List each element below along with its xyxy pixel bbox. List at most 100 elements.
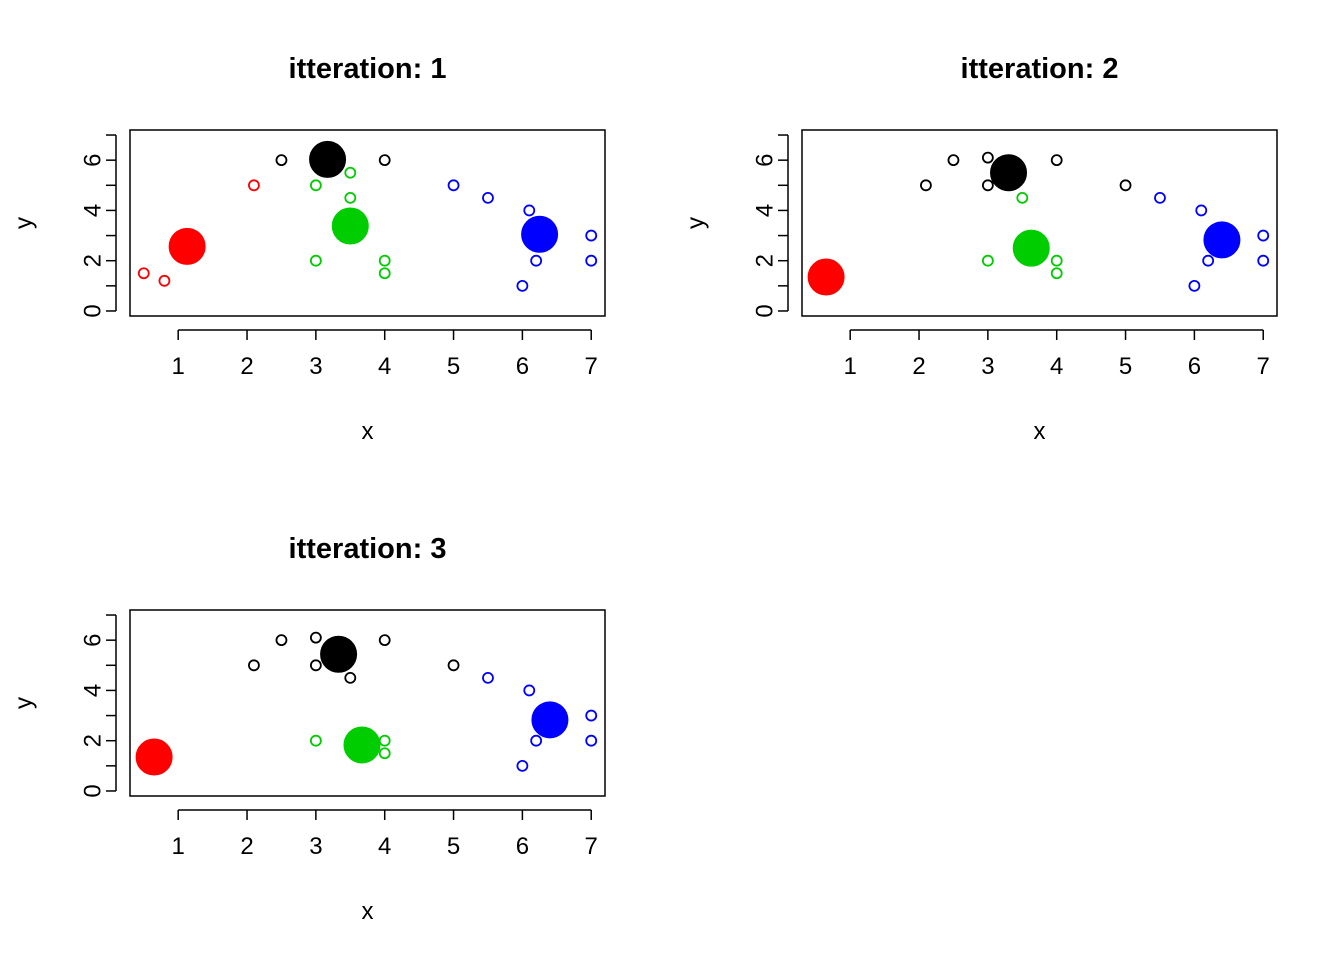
centroid-point (331, 207, 369, 245)
data-point (1257, 229, 1270, 242)
x-tick-label: 1 (844, 353, 857, 380)
data-point (1050, 254, 1063, 267)
data-point (344, 191, 357, 204)
y-axis: 0 2 4 6 (79, 614, 117, 798)
scatter-panel-2: itteration: 2 1 2 3 4 5 6 7 x 0 2 4 6 y (682, 53, 1278, 445)
data-point (981, 254, 994, 267)
chart-title: itteration: 2 (961, 53, 1119, 85)
centroid-point (135, 738, 173, 776)
series-blue-centroid (1203, 221, 1241, 259)
series-black-open (275, 154, 391, 167)
x-axis: 1 2 3 4 5 6 7 (172, 809, 598, 860)
y-axis-label: y (10, 697, 37, 709)
x-axis-label: x (1034, 418, 1046, 445)
data-point (378, 254, 391, 267)
data-point (344, 166, 357, 179)
x-tick-label: 4 (378, 353, 391, 380)
data-point (523, 204, 536, 217)
data-point (309, 659, 322, 672)
centroid-point (807, 258, 845, 296)
data-point (378, 154, 391, 167)
series-black-centroid (309, 140, 347, 178)
centroid-point (320, 635, 358, 673)
centroid-point (531, 701, 569, 739)
y-tick-label: 6 (79, 633, 106, 646)
x-axis-label: x (362, 898, 374, 925)
data-point (981, 151, 994, 164)
data-point (248, 179, 260, 192)
centroid-point (309, 140, 347, 178)
y-tick-label: 2 (79, 734, 106, 747)
data-point (275, 154, 288, 167)
data-point (1154, 191, 1166, 204)
centroid-point (1012, 229, 1050, 267)
series-black-centroid (990, 154, 1028, 192)
x-tick-label: 6 (516, 833, 529, 860)
x-tick-label: 7 (1257, 353, 1270, 380)
data-point (516, 759, 529, 772)
chart-title: itteration: 3 (289, 533, 447, 565)
x-tick-label: 3 (309, 353, 322, 380)
data-point (275, 634, 288, 647)
data-point (378, 634, 391, 647)
data-point (516, 279, 529, 292)
x-tick-label: 1 (172, 353, 185, 380)
x-tick-label: 5 (447, 833, 460, 860)
data-point (585, 734, 598, 747)
data-point (530, 254, 543, 267)
data-point (1188, 279, 1201, 292)
x-tick-label: 6 (516, 353, 529, 380)
centroid-point (521, 215, 559, 253)
data-point (447, 659, 460, 672)
data-point (482, 191, 494, 204)
data-point (344, 671, 357, 684)
data-point (1202, 254, 1215, 267)
x-tick-label: 1 (172, 833, 185, 860)
data-point (523, 684, 536, 697)
data-point (309, 254, 322, 267)
series-blue-open (1154, 191, 1270, 292)
y-tick-label: 4 (79, 684, 106, 697)
x-tick-label: 3 (981, 353, 994, 380)
y-axis: 0 2 4 6 (751, 134, 789, 318)
data-point (248, 659, 260, 672)
scatter-panel-1: itteration: 1 1 2 3 4 5 6 7 x 0 2 4 6 y (10, 53, 606, 445)
series-black-centroid (320, 635, 358, 673)
series-green-centroid (343, 726, 381, 764)
x-tick-label: 2 (912, 353, 925, 380)
data-point (1195, 204, 1208, 217)
y-tick-label: 2 (79, 254, 106, 267)
y-tick-label: 0 (79, 304, 106, 317)
data-point (947, 154, 960, 167)
series-green-centroid (331, 207, 369, 245)
data-point (378, 747, 391, 760)
x-axis-label: x (362, 418, 374, 445)
data-point (309, 734, 322, 747)
data-point (1016, 191, 1029, 204)
data-point (981, 179, 994, 192)
series-blue-centroid (521, 215, 559, 253)
series-red-centroid (807, 258, 845, 296)
data-point (585, 709, 598, 722)
series-red-centroid (168, 227, 206, 265)
x-tick-label: 6 (1188, 353, 1201, 380)
x-axis: 1 2 3 4 5 6 7 (172, 329, 598, 380)
data-point (309, 631, 322, 644)
x-tick-label: 4 (1050, 353, 1063, 380)
plot-frame (129, 609, 606, 797)
centroid-point (343, 726, 381, 764)
data-point (1050, 267, 1063, 280)
series-green-open (981, 191, 1063, 280)
x-tick-label: 5 (447, 353, 460, 380)
data-point (309, 179, 322, 192)
data-point (1119, 179, 1132, 192)
data-point (530, 734, 543, 747)
data-point (447, 179, 460, 192)
data-point (1257, 254, 1270, 267)
y-tick-label: 0 (79, 784, 106, 797)
data-point (585, 229, 598, 242)
series-green-centroid (1012, 229, 1050, 267)
x-axis: 1 2 3 4 5 6 7 (844, 329, 1270, 380)
x-tick-label: 3 (309, 833, 322, 860)
chart-title: itteration: 1 (289, 53, 447, 85)
